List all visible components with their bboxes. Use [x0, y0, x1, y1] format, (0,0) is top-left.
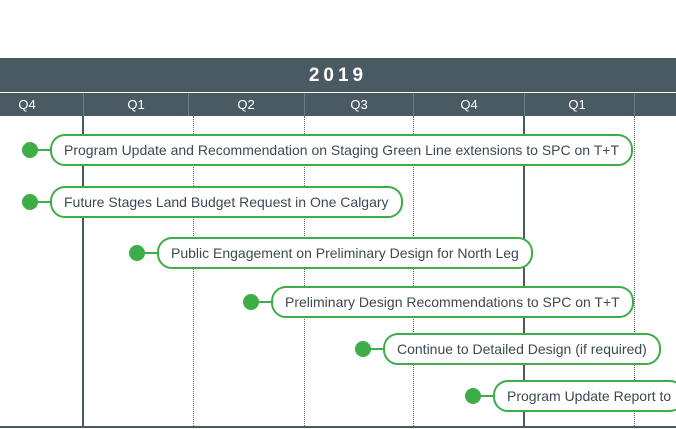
year-boundary-line: [523, 116, 525, 428]
quarter-label: Q4: [18, 97, 36, 112]
year-header: 2019: [0, 58, 676, 92]
milestone-label: Program Update and Recommendation on Sta…: [50, 134, 634, 166]
quarter-divider: [188, 93, 189, 116]
quarter-label: Q3: [350, 97, 368, 112]
quarter-divider: [634, 93, 635, 116]
quarter-gridline: [634, 116, 635, 428]
milestone-label: Public Engagement on Preliminary Design …: [157, 237, 533, 269]
milestone-connector: [36, 149, 52, 151]
quarter-label: Q1: [127, 97, 145, 112]
quarter-divider: [83, 93, 84, 116]
quarter-gridline: [413, 116, 414, 428]
quarter-gridline: [193, 116, 194, 428]
quarter-divider: [524, 93, 525, 116]
quarter-header: [0, 93, 676, 116]
milestone-label: Program Update Report to: [493, 380, 676, 412]
milestone-dot-icon: [22, 142, 38, 158]
milestone-connector: [479, 395, 495, 397]
milestone-dot-icon: [243, 294, 259, 310]
quarter-label: Q4: [460, 97, 478, 112]
year-boundary-line: [82, 116, 84, 428]
quarter-divider: [413, 93, 414, 116]
milestone-connector: [257, 301, 273, 303]
milestone-dot-icon: [355, 341, 371, 357]
milestone-connector: [369, 348, 385, 350]
milestone-program-update-report: Program Update Report to: [465, 380, 676, 412]
quarter-label: Q1: [568, 97, 586, 112]
milestone-label: Future Stages Land Budget Request in One…: [50, 186, 403, 218]
milestone-label: Preliminary Design Recommendations to SP…: [271, 286, 634, 318]
quarter-gridline: [304, 116, 305, 428]
milestone-connector: [36, 201, 52, 203]
timeline-baseline: [0, 426, 676, 428]
quarter-label: Q2: [237, 97, 255, 112]
milestone-dot-icon: [22, 194, 38, 210]
milestone-connector: [143, 252, 159, 254]
milestone-dot-icon: [465, 388, 481, 404]
milestone-label: Continue to Detailed Design (if required…: [383, 333, 661, 365]
milestone-dot-icon: [129, 245, 145, 261]
quarter-divider: [304, 93, 305, 116]
